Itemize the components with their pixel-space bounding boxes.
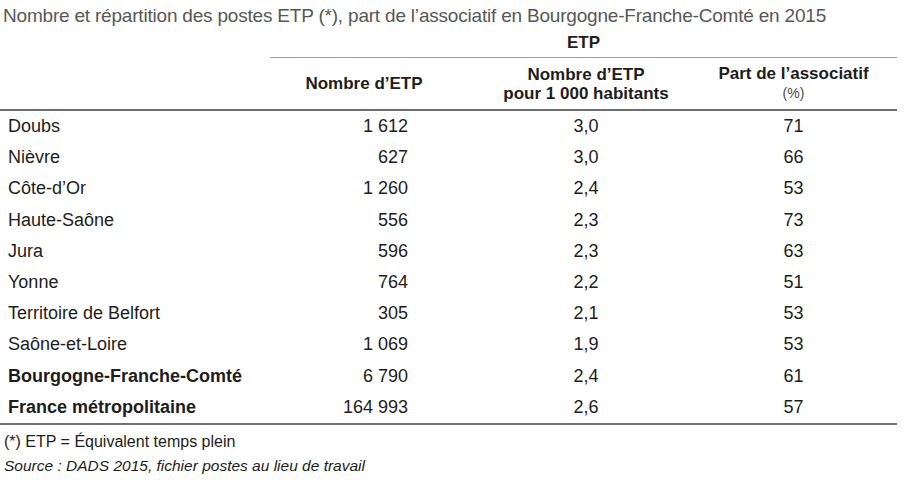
- table-row-saone-et-loire: Saône-et-Loire 1 069 1,9 53: [0, 329, 897, 360]
- etp-value: 305: [270, 303, 458, 324]
- region-name: France métropolitaine: [0, 397, 270, 418]
- region-name: Doubs: [0, 116, 270, 137]
- col-header-line2: pour 1 000 habitants: [503, 84, 668, 103]
- table-row-doubs: Doubs 1 612 3,0 71: [0, 111, 897, 142]
- table-row-bourgogne-franche-comte: Bourgogne-Franche-Comté 6 790 2,4 61: [0, 361, 897, 392]
- table-row-haute-saone: Haute-Saône 556 2,3 73: [0, 205, 897, 236]
- part-associatif-value: 66: [714, 147, 897, 168]
- region-name: Jura: [0, 241, 270, 262]
- region-name: Yonne: [0, 272, 270, 293]
- table-row-cote-d-or: Côte-d’Or 1 260 2,4 53: [0, 173, 897, 204]
- percent-unit-label: (%): [783, 85, 805, 101]
- etp-per-1000-value: 2,4: [458, 178, 714, 199]
- group-header-spacer: [0, 29, 270, 58]
- etp-per-1000-value: 2,4: [458, 366, 714, 387]
- part-associatif-value: 57: [714, 397, 897, 418]
- table-row-nievre: Nièvre 627 3,0 66: [0, 142, 897, 173]
- col-header-line1: Nombre d’ETP: [527, 65, 644, 84]
- etp-per-1000-value: 2,6: [458, 397, 714, 418]
- part-associatif-value: 73: [714, 210, 897, 231]
- table-body: Doubs 1 612 3,0 71 Nièvre 627 3,0 66 Côt…: [0, 111, 897, 425]
- source-line: Source : DADS 2015, fichier postes au li…: [0, 456, 908, 475]
- data-table: ETP Nombre d’ETP Nombre d’ETP pour 1 000…: [0, 29, 897, 425]
- etp-value: 1 260: [270, 178, 458, 199]
- etp-per-1000-value: 3,0: [458, 116, 714, 137]
- part-associatif-value: 53: [714, 334, 897, 355]
- part-associatif-value: 51: [714, 272, 897, 293]
- etp-value: 556: [270, 210, 458, 231]
- part-associatif-value: 71: [714, 116, 897, 137]
- region-name: Haute-Saône: [0, 210, 270, 231]
- etp-per-1000-value: 2,3: [458, 210, 714, 231]
- column-header-row: Nombre d’ETP Nombre d’ETP pour 1 000 hab…: [0, 58, 897, 111]
- etp-value: 6 790: [270, 366, 458, 387]
- part-associatif-value: 63: [714, 241, 897, 262]
- col-header-empty: [0, 58, 270, 109]
- etp-value: 1 612: [270, 116, 458, 137]
- part-associatif-value: 53: [714, 178, 897, 199]
- group-header-etp: ETP: [270, 29, 897, 58]
- table-row-france-metropolitaine: France métropolitaine 164 993 2,6 57: [0, 392, 897, 423]
- etp-value: 627: [270, 147, 458, 168]
- statistics-table-figure: Nombre et répartition des postes ETP (*)…: [0, 0, 908, 475]
- etp-per-1000-value: 2,1: [458, 303, 714, 324]
- region-name: Saône-et-Loire: [0, 334, 270, 355]
- table-row-yonne: Yonne 764 2,2 51: [0, 267, 897, 298]
- etp-per-1000-value: 2,3: [458, 241, 714, 262]
- etp-per-1000-value: 1,9: [458, 334, 714, 355]
- footnote-etp-definition: (*) ETP = Équivalent temps plein: [0, 432, 908, 451]
- table-row-jura: Jura 596 2,3 63: [0, 236, 897, 267]
- region-name: Nièvre: [0, 147, 270, 168]
- region-name: Territoire de Belfort: [0, 303, 270, 324]
- col-header-part-associatif: Part de l’associatif (%): [714, 58, 897, 109]
- group-header-row: ETP: [0, 29, 897, 58]
- etp-value: 1 069: [270, 334, 458, 355]
- etp-per-1000-value: 3,0: [458, 147, 714, 168]
- col-header-label: Part de l’associatif (%): [714, 64, 873, 103]
- region-name: Bourgogne-Franche-Comté: [0, 366, 270, 387]
- part-associatif-value: 53: [714, 303, 897, 324]
- part-associatif-value: 61: [714, 366, 897, 387]
- col-header-nombre-etp: Nombre d’ETP: [270, 58, 458, 109]
- table-row-territoire-de-belfort: Territoire de Belfort 305 2,1 53: [0, 298, 897, 329]
- etp-value: 596: [270, 241, 458, 262]
- etp-per-1000-value: 2,2: [458, 272, 714, 293]
- etp-value: 764: [270, 272, 458, 293]
- region-name: Côte-d’Or: [0, 178, 270, 199]
- figure-title: Nombre et répartition des postes ETP (*)…: [0, 3, 908, 29]
- etp-value: 164 993: [270, 397, 458, 418]
- col-header-etp-per-1000-habitants: Nombre d’ETP pour 1 000 habitants: [458, 58, 714, 109]
